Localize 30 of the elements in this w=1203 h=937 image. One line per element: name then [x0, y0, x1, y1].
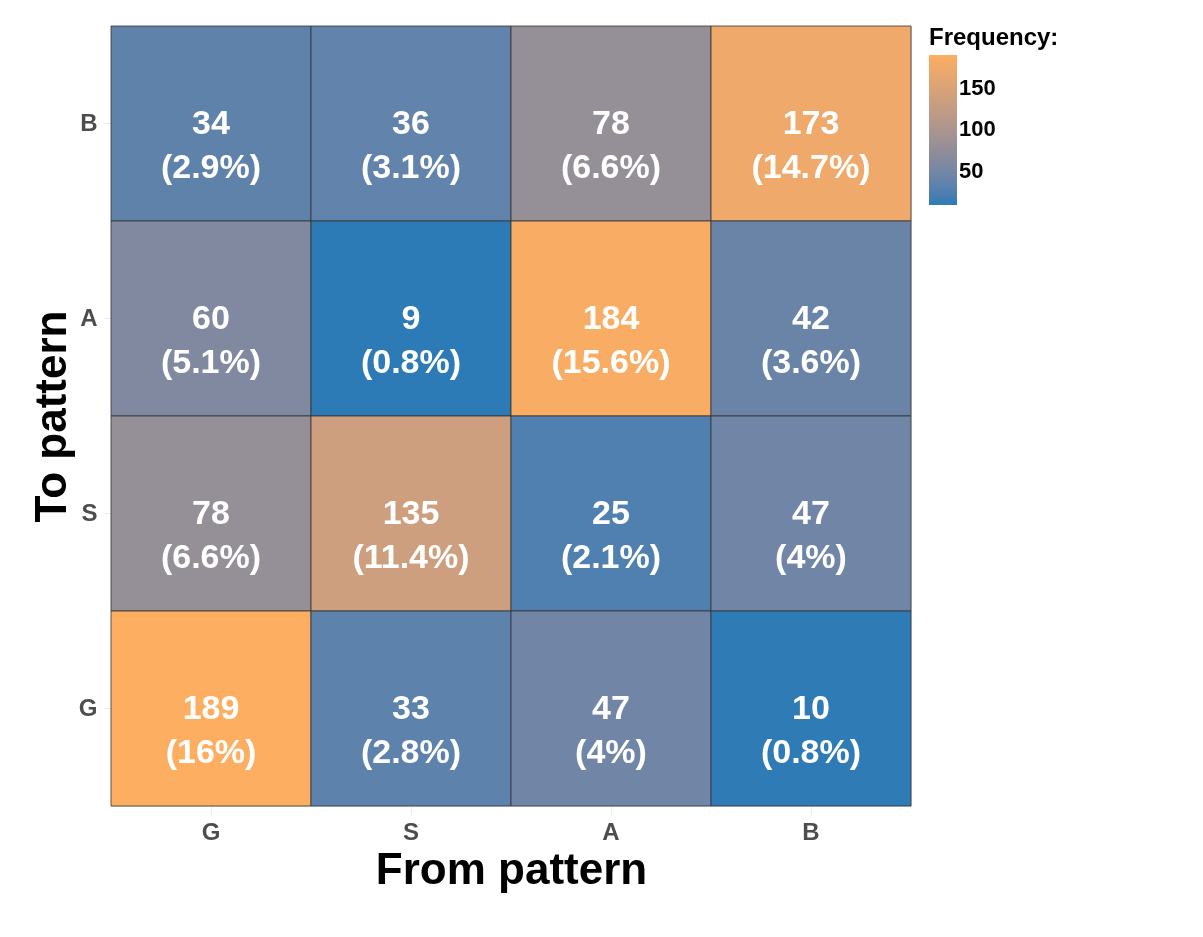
- x-axis-title: From pattern: [375, 843, 648, 893]
- data-label: 33 (2.8%): [360, 687, 462, 770]
- data-label: 25 (2.1%): [560, 492, 662, 575]
- data-label: 34 (2.9%): [160, 102, 262, 185]
- data-label: 135 (11.4%): [352, 492, 470, 575]
- data-label: 47 (4%): [575, 687, 647, 770]
- x-tick-label: B: [802, 817, 820, 845]
- data-label: 9 (0.8%): [360, 297, 462, 380]
- color-bar-title: Frequency:: [929, 23, 1059, 50]
- data-label: 173 (14.7%): [751, 102, 871, 185]
- data-label: 184 (15.6%): [551, 297, 671, 380]
- data-label: 36 (3.1%): [360, 102, 462, 185]
- x-tick-label: S: [402, 817, 420, 845]
- color-bar-label: 50: [959, 157, 984, 183]
- data-label: 78 (6.6%): [560, 102, 662, 185]
- y-tick-label: B: [80, 108, 98, 136]
- data-label: 42 (3.6%): [760, 297, 862, 380]
- data-label: 189 (16%): [165, 687, 257, 770]
- y-axis-title: To pattern: [25, 310, 75, 523]
- data-label: 60 (5.1%): [160, 297, 262, 380]
- data-label: 78 (6.6%): [160, 492, 262, 575]
- x-tick-label: G: [201, 817, 221, 845]
- x-tick-label: A: [602, 817, 620, 845]
- y-tick-label: S: [81, 498, 98, 526]
- y-tick-label: G: [78, 693, 98, 721]
- color-bar-label: 150: [959, 74, 996, 100]
- data-label: 10 (0.8%): [760, 687, 862, 770]
- color-bar-label: 100: [959, 116, 996, 142]
- data-label: 47 (4%): [775, 492, 847, 575]
- y-tick-label: A: [80, 303, 98, 331]
